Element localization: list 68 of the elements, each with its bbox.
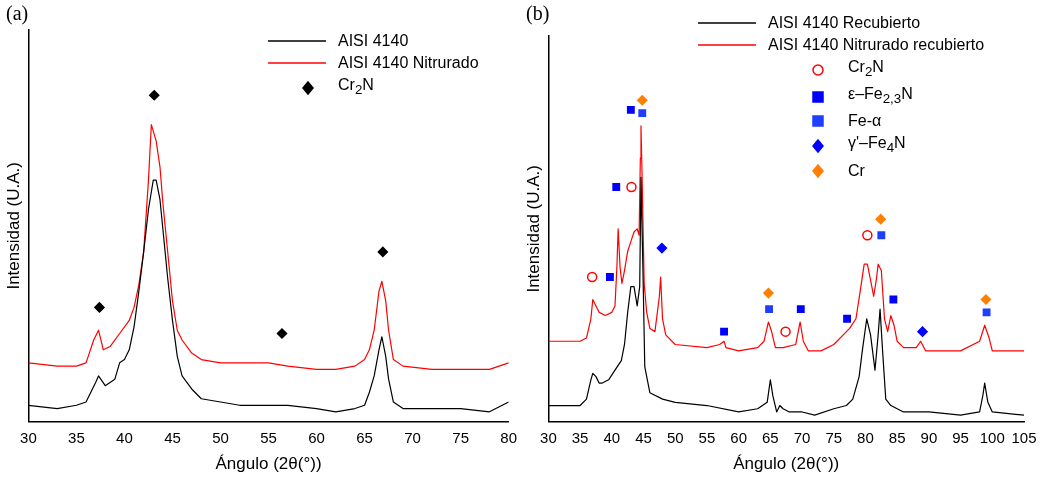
x-tick-label: 50 (666, 428, 684, 446)
x-tick-label: 85 (888, 428, 906, 446)
point (276, 328, 288, 339)
point (917, 326, 928, 337)
x-tick-label: 40 (603, 428, 621, 446)
point (980, 294, 992, 305)
x-tick-label: 55 (260, 428, 277, 446)
legend-label: γ'–Fe$_{4}$N (848, 133, 906, 158)
point (862, 229, 873, 241)
x-tick-label: 45 (635, 428, 652, 446)
x-tick-label: 60 (730, 428, 747, 446)
y-axis-title: Intensidad (U.A.) (3, 162, 23, 290)
x-tick-label: 80 (857, 428, 874, 446)
point (843, 314, 852, 323)
point (875, 213, 886, 225)
point (605, 273, 614, 281)
legend-label: AISI 4140 Recubierto (768, 13, 921, 33)
point (586, 271, 598, 283)
point (982, 308, 991, 317)
x-tick-label: 30 (540, 428, 557, 446)
point (763, 287, 774, 299)
legend-label: AISI 4140 Nitrurado recubierto (768, 35, 985, 55)
point (889, 295, 898, 304)
point (377, 246, 389, 258)
point (637, 95, 648, 106)
y-axis-title: Intensidad (U.A.) (523, 165, 543, 293)
legend-label: AISI 4140 Nitrurado (338, 53, 479, 73)
point (612, 183, 621, 191)
point (626, 181, 637, 193)
legend-label: Fe-α (848, 111, 882, 132)
x-tick-label: 70 (404, 428, 421, 446)
x-tick-label: 40 (116, 428, 133, 446)
x-tick-label: 75 (452, 428, 469, 446)
x-tick-label: 80 (500, 428, 517, 446)
point (765, 305, 774, 314)
point (877, 231, 886, 240)
x-tick-label: 60 (308, 428, 325, 446)
x-tick-label: 100 (979, 428, 1005, 446)
point (656, 242, 668, 254)
x-tick-label: 35 (571, 428, 589, 446)
legend-label: Cr$_{2}$N (338, 75, 374, 100)
x-tick-label: 90 (920, 428, 938, 446)
x-tick-label: 30 (20, 428, 37, 446)
point (796, 305, 805, 314)
point (720, 327, 728, 336)
x-tick-label: 70 (793, 428, 811, 446)
x-tick-label: 55 (698, 428, 716, 446)
x-tick-label: 105 (1011, 428, 1037, 446)
x-tick-label: 45 (164, 428, 181, 446)
x-axis-title: Ángulo (2θ(°)) (215, 454, 322, 474)
point (626, 105, 635, 114)
x-tick-label: 65 (356, 428, 373, 446)
chart-title: (a) (6, 2, 29, 25)
legend-label: Cr$_{2}$N (848, 57, 884, 82)
point (94, 302, 105, 313)
x-tick-label: 75 (825, 428, 843, 446)
x-tick-label: 35 (68, 428, 85, 446)
point (638, 109, 647, 118)
legend-label: AISI 4140 (338, 31, 409, 51)
point (780, 326, 791, 337)
x-tick-label: 50 (212, 428, 229, 446)
chart-title: (b) (526, 2, 550, 25)
point (148, 90, 160, 101)
x-tick-label: 65 (762, 428, 779, 446)
x-axis-title: Ángulo (2θ(°)) (733, 454, 840, 474)
legend-label: Cr (848, 160, 865, 181)
x-tick-label: 95 (952, 428, 969, 446)
legend-label: ε–Fe$_{2,3}$N (848, 84, 913, 109)
